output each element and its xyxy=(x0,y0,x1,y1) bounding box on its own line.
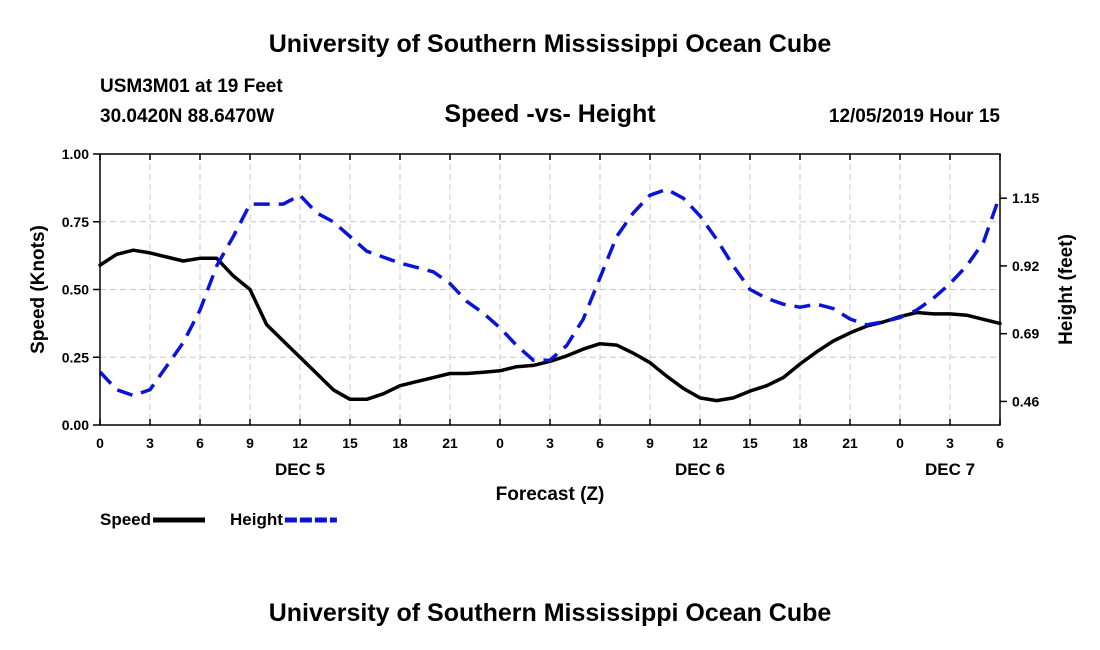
x-tick-label: 15 xyxy=(742,435,758,451)
day-label: DEC 6 xyxy=(675,460,725,479)
y-tick-label: 0.00 xyxy=(62,417,89,433)
y-tick-label: 1.00 xyxy=(62,146,89,162)
x-tick-label: 0 xyxy=(896,435,904,451)
station-label: USM3M01 at 19 Feet xyxy=(100,76,283,97)
y2-tick-label: 0.69 xyxy=(1012,326,1039,342)
x-tick-label: 12 xyxy=(692,435,708,451)
x-tick-label: 9 xyxy=(646,435,654,451)
x-tick-label: 0 xyxy=(96,435,104,451)
legend-label-speed: Speed xyxy=(100,510,151,529)
x-tick-label: 3 xyxy=(946,435,954,451)
x-tick-label: 6 xyxy=(996,435,1004,451)
y2-tick-label: 0.92 xyxy=(1012,258,1039,274)
bottom-title: University of Southern Mississippi Ocean… xyxy=(268,599,832,627)
x-tick-label: 3 xyxy=(546,435,554,451)
x-axis-label: Forecast (Z) xyxy=(496,484,605,505)
day-label: DEC 5 xyxy=(275,460,325,479)
top-title: University of Southern Mississippi Ocean… xyxy=(268,30,832,58)
y2-tick-label: 0.46 xyxy=(1012,393,1039,409)
x-tick-label: 6 xyxy=(196,435,204,451)
x-tick-label: 18 xyxy=(792,435,808,451)
y-tick-label: 0.25 xyxy=(62,349,89,365)
y2-tick-label: 1.15 xyxy=(1012,190,1039,206)
day-label: DEC 7 xyxy=(925,460,975,479)
y-tick-label: 0.50 xyxy=(62,282,89,298)
x-tick-label: 0 xyxy=(496,435,504,451)
x-tick-label: 18 xyxy=(392,435,408,451)
forecast-date: 12/05/2019 Hour 15 xyxy=(828,106,1000,127)
y-tick-label: 0.75 xyxy=(62,214,89,230)
y2-axis-label: Height (feet) xyxy=(1056,234,1077,345)
x-tick-label: 21 xyxy=(442,435,458,451)
legend: Speed Height xyxy=(100,510,337,529)
chart-title: Speed -vs- Height xyxy=(444,100,656,128)
x-tick-label: 3 xyxy=(146,435,154,451)
series-line-height xyxy=(98,187,1002,398)
x-tick-label: 15 xyxy=(342,435,358,451)
x-tick-label: 21 xyxy=(842,435,858,451)
grid-lines xyxy=(100,154,1000,425)
y-axis-label: Speed (Knots) xyxy=(28,225,49,354)
x-tick-label: 9 xyxy=(246,435,254,451)
legend-label-height: Height xyxy=(230,510,283,529)
x-tick-label: 6 xyxy=(596,435,604,451)
coordinates-label: 30.0420N 88.6470W xyxy=(100,106,275,127)
x-tick-label: 12 xyxy=(292,435,308,451)
